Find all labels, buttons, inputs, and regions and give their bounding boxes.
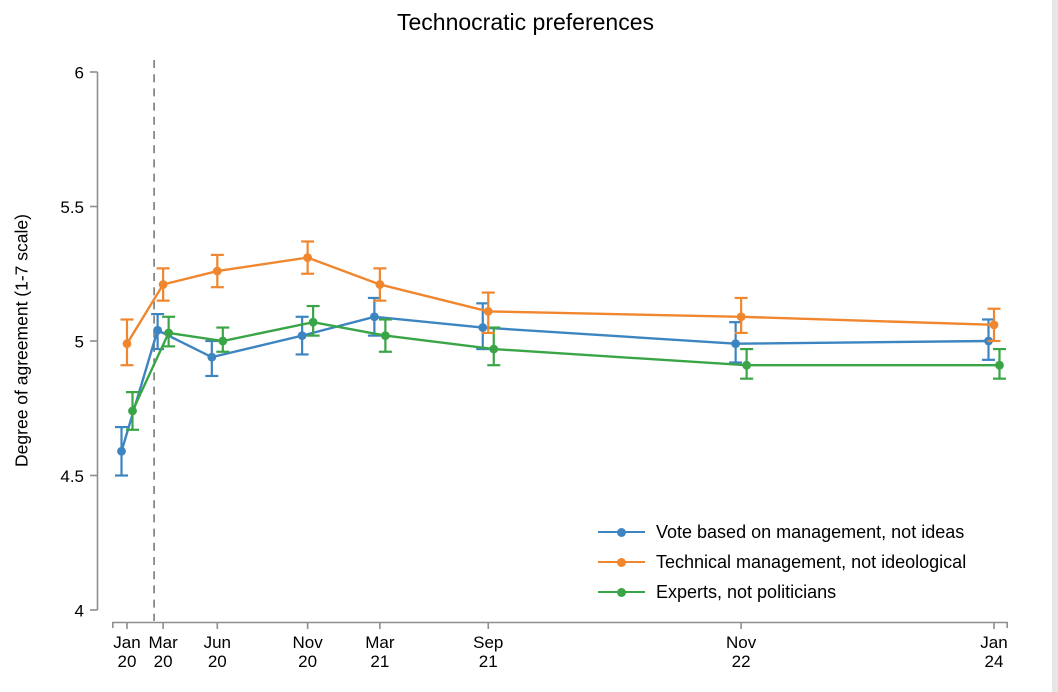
data-point <box>158 280 168 289</box>
series-technical-management <box>120 240 1001 367</box>
legend-item: Vote based on management, not ideas <box>598 517 966 547</box>
data-point <box>989 320 999 330</box>
data-point <box>297 331 307 341</box>
x-tick-label: Nov <box>726 633 757 652</box>
data-point <box>212 266 222 276</box>
series-line <box>125 256 995 345</box>
series-vote-management <box>115 296 995 477</box>
data-point <box>380 331 390 341</box>
y-tick-label: 4.5 <box>60 467 84 486</box>
data-point <box>736 312 746 322</box>
data-point <box>742 360 752 370</box>
legend-swatch-icon <box>598 587 645 598</box>
x-tick-label: Jan <box>113 633 140 652</box>
x-tick-label: 20 <box>154 652 173 671</box>
legend-label: Technical management, not ideological <box>656 551 967 572</box>
data-point <box>478 323 488 332</box>
x-tick-label: 21 <box>370 652 389 671</box>
data-point <box>218 336 228 346</box>
series-line <box>120 315 989 452</box>
data-point <box>375 280 385 289</box>
x-tick-label: 24 <box>985 652 1004 671</box>
x-tick-label: 20 <box>118 652 137 671</box>
y-tick-label: 4 <box>75 602 84 621</box>
legend-label: Vote based on management, not ideas <box>656 521 965 542</box>
data-point <box>128 406 137 416</box>
data-point <box>153 325 163 335</box>
data-point <box>122 339 132 349</box>
series-line <box>131 320 1000 412</box>
x-tick-label: Mar <box>148 633 178 652</box>
x-tick-label: Sep <box>473 633 503 652</box>
data-point <box>369 312 379 322</box>
window-edge-strip <box>1052 0 1058 692</box>
data-point <box>995 360 1004 370</box>
x-tick-label: 20 <box>298 652 317 671</box>
x-tick-label: 20 <box>208 652 227 671</box>
y-tick-label: 6 <box>75 64 84 83</box>
series-experts <box>126 304 1006 431</box>
y-tick-label: 5.5 <box>60 198 84 217</box>
x-tick-label: Nov <box>293 633 324 652</box>
chart-title: Technocratic preferences <box>397 9 654 35</box>
data-point <box>207 352 217 362</box>
data-point <box>303 253 313 263</box>
data-point <box>731 339 741 349</box>
data-point <box>489 344 499 354</box>
x-tick-label: 22 <box>732 652 751 671</box>
legend-swatch-icon <box>598 557 645 568</box>
legend-item: Experts, not politicians <box>598 577 966 607</box>
data-point <box>308 317 318 327</box>
x-tick-label: Mar <box>365 633 395 652</box>
x-tick-label: Jan <box>980 633 1007 652</box>
legend-item: Technical management, not ideological <box>598 547 966 577</box>
x-tick-label: 21 <box>479 652 498 671</box>
x-tick-label: Jun <box>204 633 231 652</box>
data-point <box>483 307 493 316</box>
legend-label: Experts, not politicians <box>656 581 837 602</box>
data-point <box>164 328 174 338</box>
chart-legend: Vote based on management, not ideas Techn… <box>598 517 966 607</box>
data-point <box>117 446 126 456</box>
legend-swatch-icon <box>598 527 645 538</box>
y-tick-label: 5 <box>75 333 84 352</box>
